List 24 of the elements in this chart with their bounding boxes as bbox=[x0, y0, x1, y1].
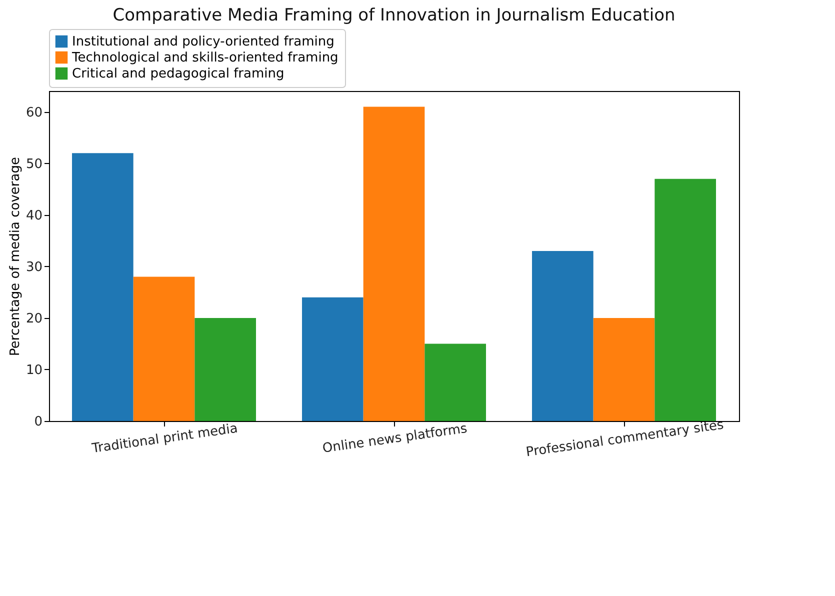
x-tick-label: Traditional print media bbox=[90, 421, 239, 457]
y-tick-label: 60 bbox=[26, 105, 42, 120]
bar bbox=[363, 106, 425, 421]
y-tick-label: 50 bbox=[26, 156, 42, 172]
legend-label: Critical and pedagogical framing bbox=[72, 66, 284, 82]
chart-title: Comparative Media Framing of Innovation in Journalism Education bbox=[112, 6, 676, 26]
bar bbox=[133, 276, 195, 421]
x-tick-label: Professional commentary sites bbox=[525, 418, 725, 460]
bar bbox=[72, 153, 134, 421]
x-tick-label: Online news platforms bbox=[322, 421, 468, 457]
bar bbox=[593, 318, 655, 421]
y-tick-label: 40 bbox=[26, 208, 42, 224]
legend-label: Institutional and policy-oriented framing bbox=[72, 34, 334, 50]
y-tick-label: 10 bbox=[26, 362, 42, 378]
y-axis-title: Percentage of media coverage bbox=[8, 157, 23, 356]
bar bbox=[532, 250, 594, 421]
y-tick-label: 0 bbox=[34, 414, 42, 430]
bar bbox=[194, 318, 256, 421]
bar bbox=[302, 297, 364, 421]
legend-label: Technological and skills-oriented framing bbox=[71, 50, 338, 66]
bar bbox=[424, 344, 486, 421]
y-tick-label: 20 bbox=[26, 311, 42, 326]
y-tick-label: 30 bbox=[26, 260, 42, 275]
bar bbox=[654, 178, 716, 421]
